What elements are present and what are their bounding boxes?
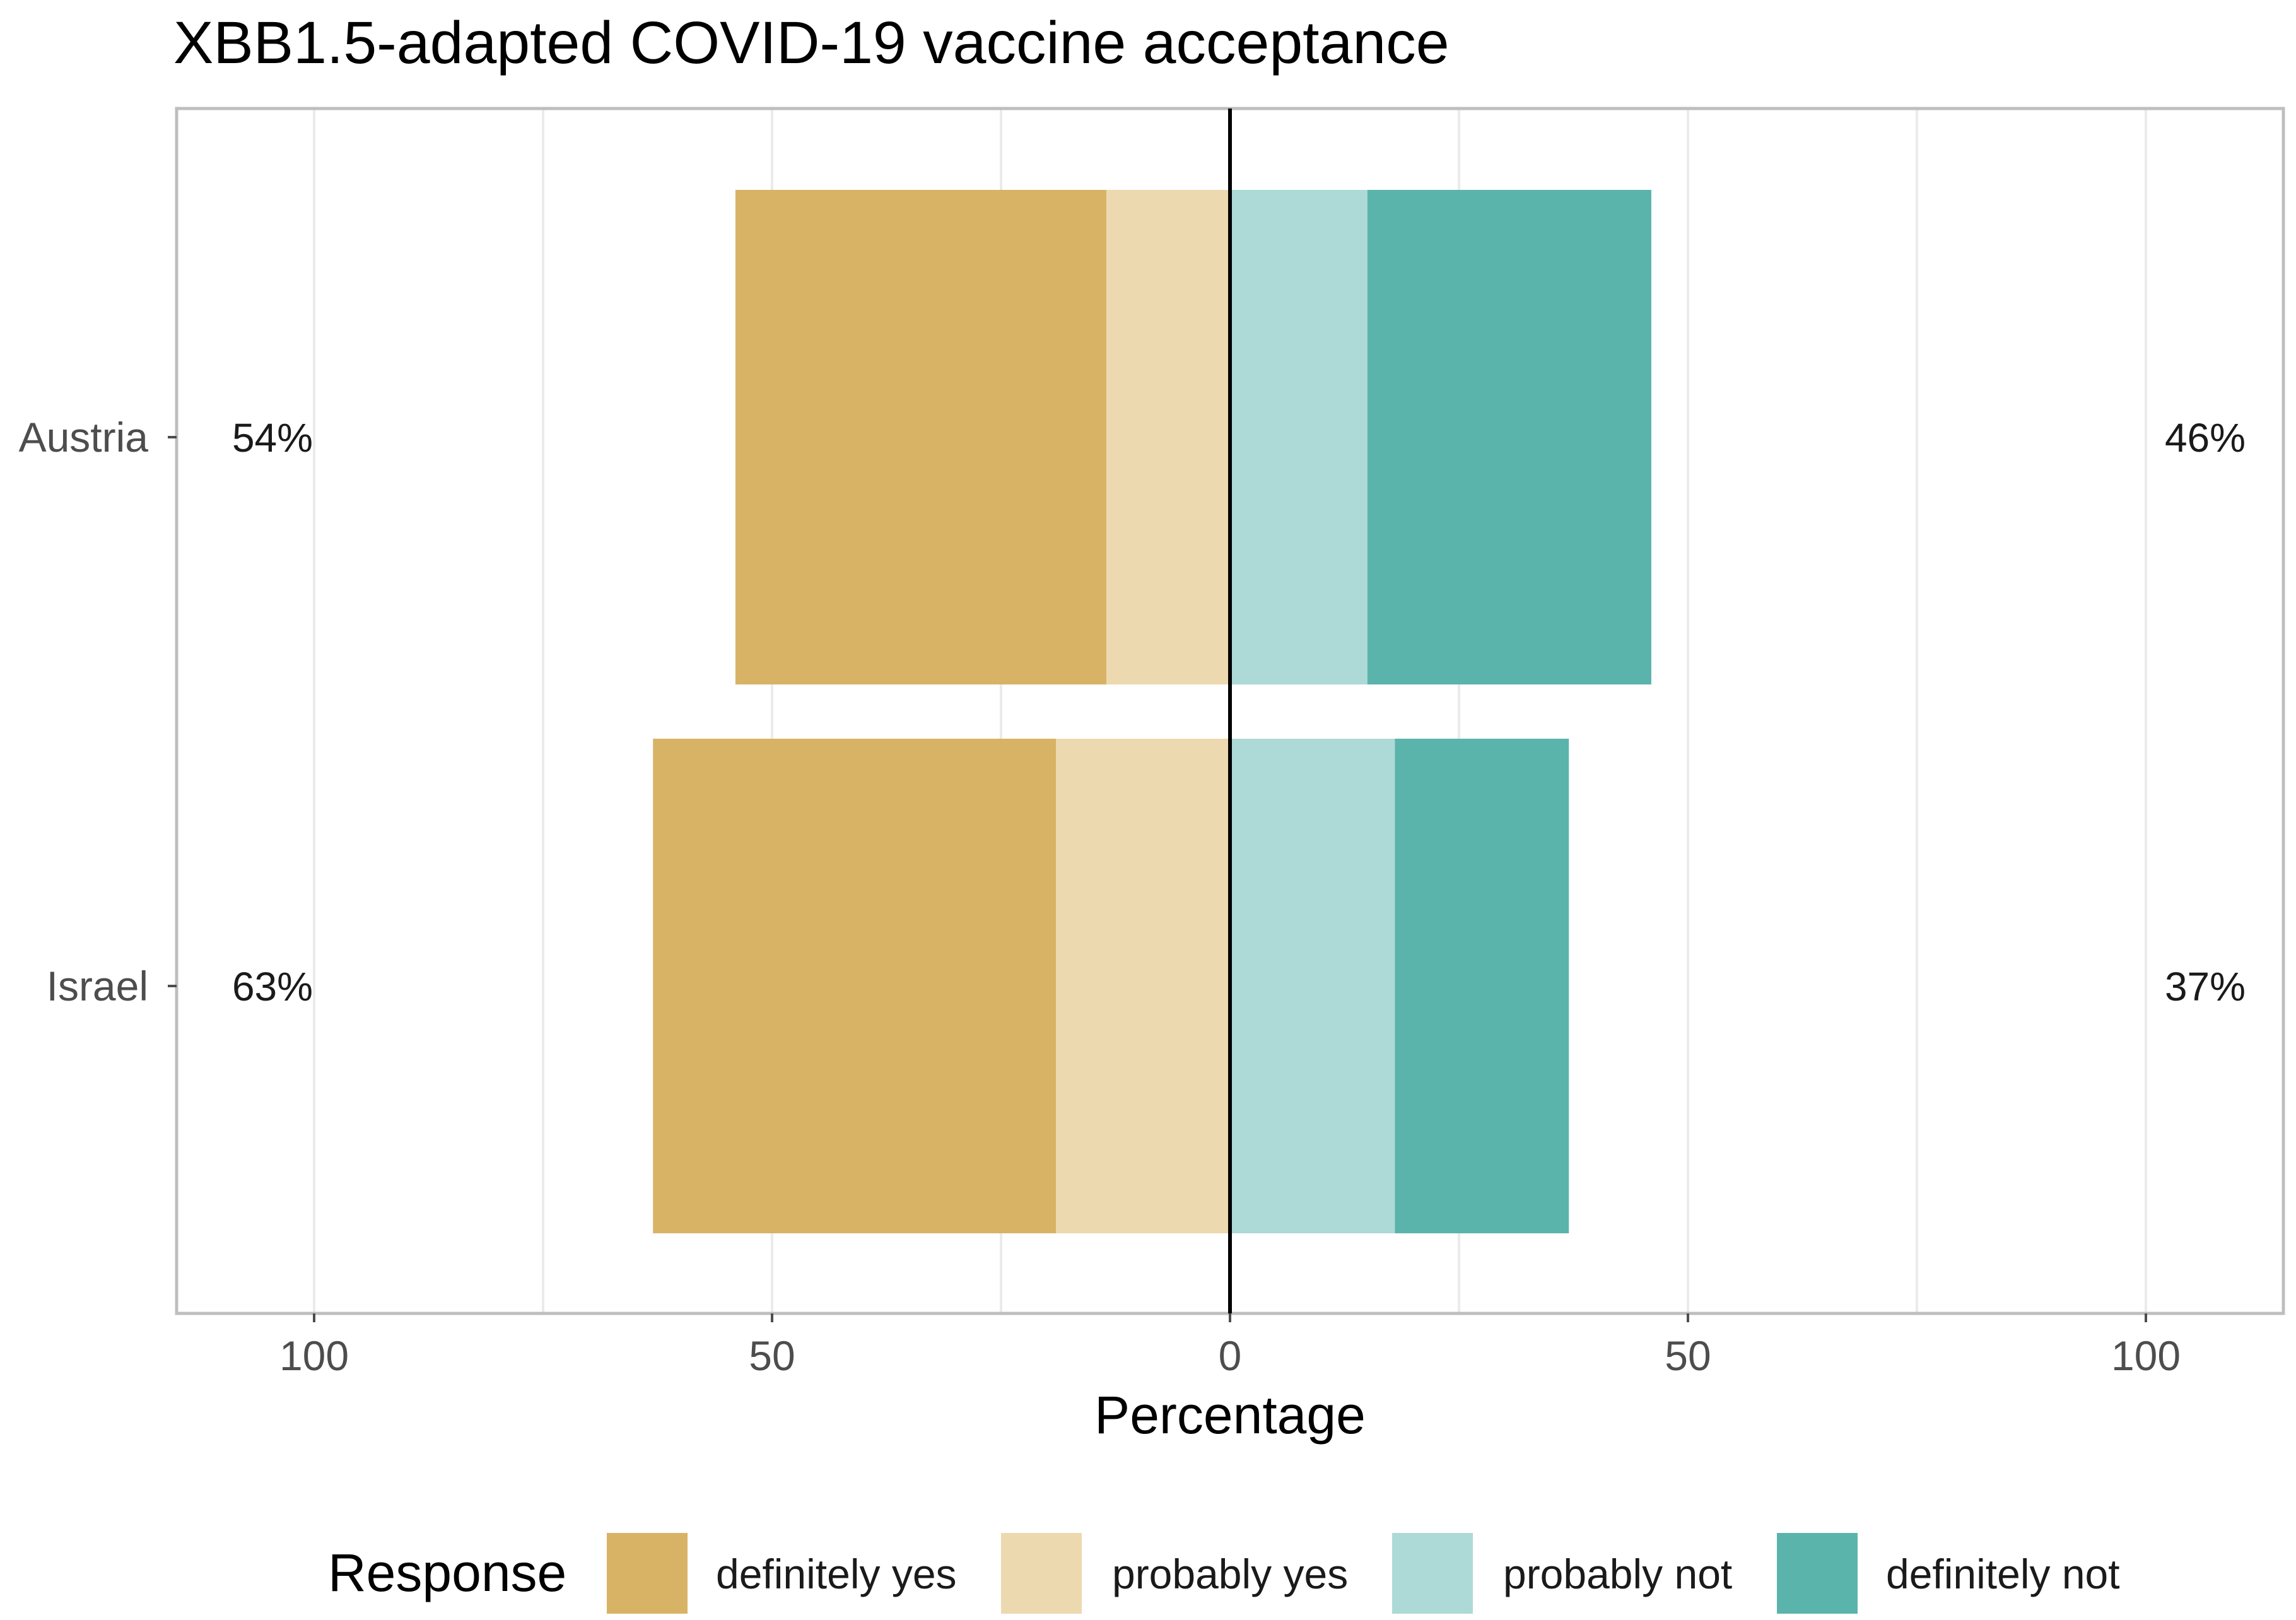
bar-israel-probably-yes — [1056, 739, 1230, 1233]
x-tick-label: 100 — [2111, 1332, 2181, 1379]
x-tick-label: 50 — [1665, 1332, 1711, 1379]
x-tick-label: 100 — [279, 1332, 349, 1379]
bars — [653, 190, 1651, 1233]
legend-label: probably not — [1503, 1551, 1732, 1597]
right-total-label: 46% — [2165, 415, 2246, 461]
percent-labels: 54% 46% 63% 37% — [232, 415, 2246, 1009]
legend: Response definitely yes probably yes proba… — [328, 1530, 2120, 1616]
y-axis-labels: Austria Israel — [19, 414, 177, 1009]
category-label: Israel — [47, 963, 148, 1009]
legend-label: definitely not — [1886, 1551, 2120, 1597]
bar-israel-definitely-not — [1395, 739, 1569, 1233]
bar-israel-definitely-yes — [653, 739, 1057, 1233]
category-label: Austria — [19, 414, 149, 461]
bar-austria-probably-yes — [1106, 190, 1230, 684]
chart-title: XBB1.5-adapted COVID-19 vaccine acceptan… — [173, 9, 1450, 76]
x-axis-tick-labels: 100 50 0 50 100 — [279, 1313, 2181, 1379]
left-total-label: 54% — [232, 415, 313, 461]
x-tick-label: 50 — [749, 1332, 795, 1379]
bar-austria-definitely-yes — [735, 190, 1106, 684]
x-axis-title: Percentage — [1094, 1385, 1366, 1445]
legend-key-definitely-not — [1774, 1530, 1860, 1616]
legend-key-probably-yes — [999, 1530, 1084, 1616]
x-tick-label: 0 — [1219, 1332, 1242, 1379]
legend-title: Response — [328, 1543, 566, 1602]
left-total-label: 63% — [232, 964, 313, 1009]
bar-austria-definitely-not — [1367, 190, 1651, 684]
bar-israel-probably-not — [1230, 739, 1395, 1233]
legend-label: definitely yes — [716, 1551, 957, 1597]
legend-label: probably yes — [1112, 1551, 1348, 1597]
legend-key-probably-not — [1390, 1530, 1475, 1616]
right-total-label: 37% — [2165, 964, 2246, 1009]
legend-items: definitely yes probably yes probably not de… — [604, 1530, 2120, 1616]
bar-austria-probably-not — [1230, 190, 1368, 684]
legend-key-definitely-yes — [604, 1530, 690, 1616]
